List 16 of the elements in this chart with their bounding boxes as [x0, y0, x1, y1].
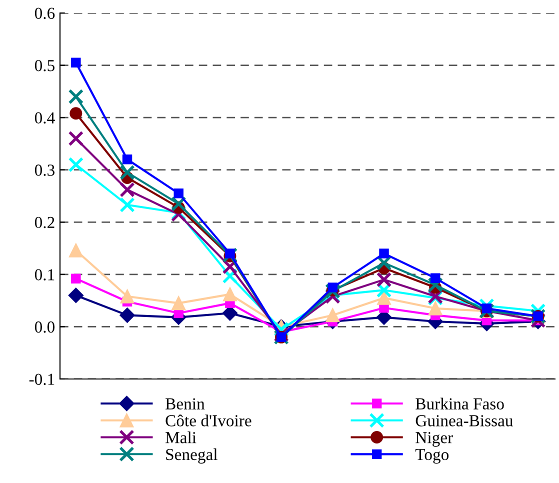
legend-label: Togo	[415, 449, 449, 464]
y-tick-label: 0.3	[34, 164, 54, 176]
legend-label: Niger	[416, 432, 453, 447]
legend-label: Guinea-Bissau	[416, 415, 513, 426]
y-tick-label: 0.2	[34, 216, 54, 228]
y-tick-label: -0.1	[29, 374, 54, 386]
legend-label: Côte d'Ivoire	[166, 414, 252, 426]
y-tick-label: 0.1	[34, 269, 54, 280]
y-tick-label: 0.4	[34, 112, 55, 124]
legend-label: Benin	[166, 398, 205, 410]
y-tick-label: 0.6	[34, 8, 55, 20]
y-tick-label: 0.0	[34, 321, 55, 333]
legend-label: Mali	[166, 432, 196, 444]
y-tick-label: 0.5	[34, 60, 54, 72]
legend-label: Burkina Faso	[416, 398, 504, 410]
legend-label: Senegal	[166, 448, 218, 464]
